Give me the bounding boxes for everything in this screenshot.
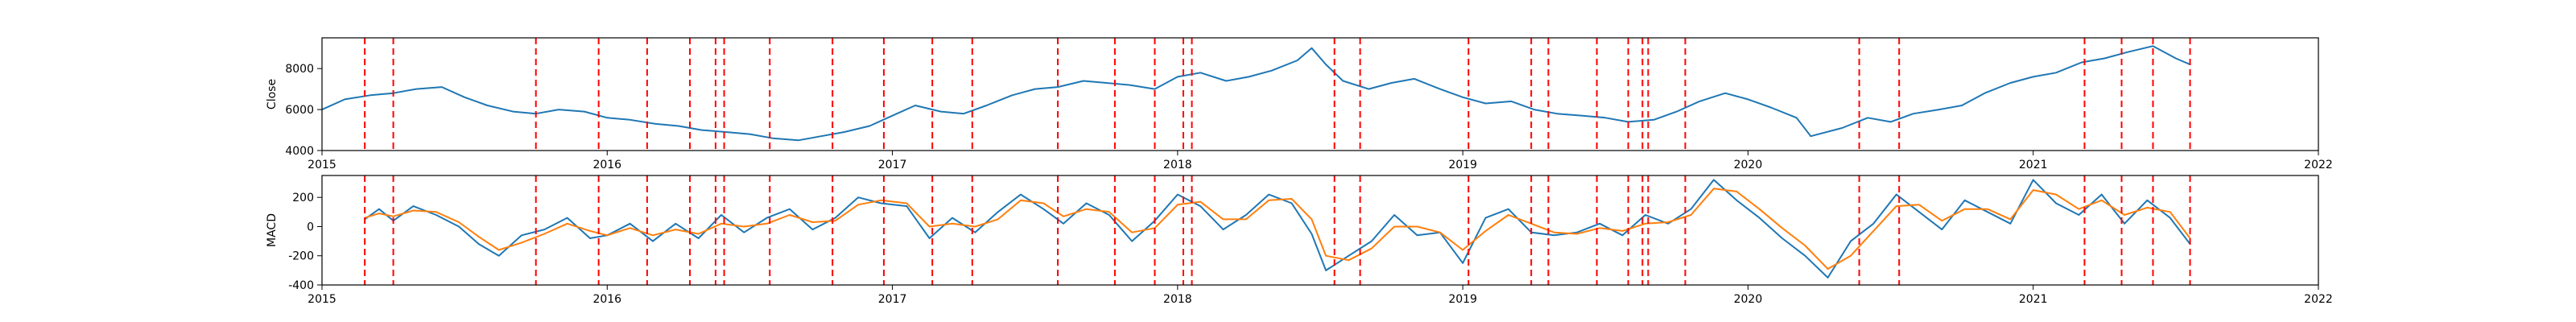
x-tick-label: 2019 <box>1448 293 1477 306</box>
plot-area <box>322 175 2318 285</box>
x-tick-label: 2020 <box>1734 159 1763 171</box>
y-tick-label: 6000 <box>285 104 314 117</box>
x-tick-label: 2017 <box>878 159 907 171</box>
series-line-0 <box>322 45 2190 142</box>
plot-content <box>364 175 2191 285</box>
macd-panel: 2015 2016 2017 2018 2019 2020 2021 2022 -400 -200… <box>266 175 2333 306</box>
x-tick-label: 2022 <box>2304 293 2333 306</box>
y-tick-label: 8000 <box>285 63 314 76</box>
y-tick-label: 200 <box>292 192 314 204</box>
x-tick-label: 2015 <box>308 293 336 306</box>
x-tick-label: 2021 <box>2019 159 2048 171</box>
y-tick-label: 0 <box>307 221 314 233</box>
close-price-panel: 2015 2016 2017 2018 2019 2020 2021 2022 4000 6000… <box>266 37 2333 171</box>
y-tick-label: 4000 <box>285 145 314 158</box>
x-tick-label: 2017 <box>878 293 907 306</box>
x-tick-label: 2018 <box>1163 293 1192 306</box>
x-tick-label: 2021 <box>2019 293 2048 306</box>
series-line-1 <box>364 188 2191 270</box>
x-tick-label: 2022 <box>2304 159 2333 171</box>
x-tick-label: 2016 <box>592 293 621 306</box>
x-tick-label: 2018 <box>1163 159 1192 171</box>
series-line-0 <box>364 179 2191 279</box>
x-tick-label: 2015 <box>308 159 336 171</box>
y-tick-label: -400 <box>288 279 314 292</box>
plot-content <box>322 38 2191 151</box>
axes-frame <box>321 37 2319 151</box>
y-tick-label: -200 <box>288 250 314 263</box>
x-tick-label: 2020 <box>1734 293 1763 306</box>
x-tick-label: 2016 <box>592 159 621 171</box>
x-tick-label: 2019 <box>1448 159 1477 171</box>
y-axis-label: Close <box>266 79 279 109</box>
plot-area <box>322 38 2318 151</box>
axes-frame <box>321 175 2319 286</box>
y-axis-label: MACD <box>266 213 279 247</box>
